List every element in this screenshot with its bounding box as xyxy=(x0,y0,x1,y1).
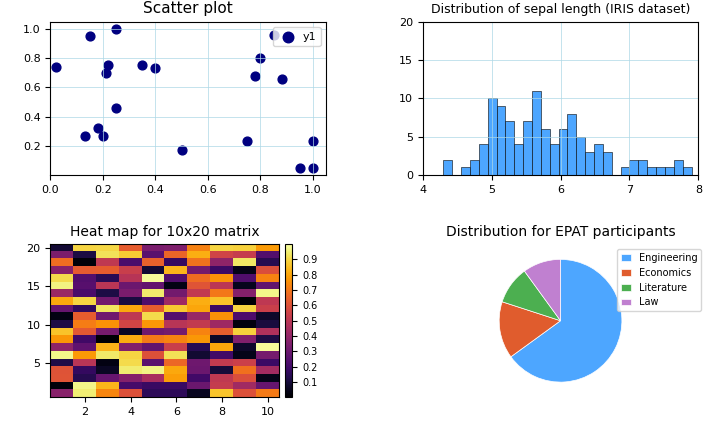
Bar xyxy=(639,160,647,175)
y1 xyxy=(78,132,90,139)
y1 xyxy=(249,72,261,79)
Bar xyxy=(541,129,549,175)
Title: Distribution of sepal length (IRIS dataset): Distribution of sepal length (IRIS datas… xyxy=(431,3,690,16)
Bar xyxy=(674,160,683,175)
Wedge shape xyxy=(511,259,622,382)
Bar xyxy=(647,167,656,175)
Wedge shape xyxy=(499,302,561,357)
Bar xyxy=(603,152,612,175)
y1 xyxy=(307,164,319,171)
y1 xyxy=(97,132,109,139)
y1 xyxy=(50,64,61,70)
Bar xyxy=(523,121,532,175)
Bar xyxy=(461,167,470,175)
Bar xyxy=(621,167,629,175)
Title: Distribution for EPAT participants: Distribution for EPAT participants xyxy=(446,225,675,239)
y1 xyxy=(294,164,306,171)
y1 xyxy=(242,138,253,145)
y1 xyxy=(255,55,266,62)
Bar xyxy=(559,129,567,175)
y1 xyxy=(276,75,287,82)
Bar xyxy=(532,91,541,175)
y1 xyxy=(150,65,161,72)
Bar xyxy=(444,160,452,175)
Legend: Engineering, Economics, Literature, Law: Engineering, Economics, Literature, Law xyxy=(618,249,701,311)
Bar xyxy=(487,98,497,175)
y1 xyxy=(307,138,319,145)
Bar xyxy=(470,160,479,175)
Title: Scatter plot: Scatter plot xyxy=(143,1,233,16)
y1 xyxy=(92,125,104,132)
Bar xyxy=(514,144,523,175)
Title: Heat map for 10x20 matrix: Heat map for 10x20 matrix xyxy=(70,225,260,239)
Bar xyxy=(567,114,576,175)
Bar xyxy=(665,167,674,175)
Bar xyxy=(505,121,514,175)
y1 xyxy=(137,62,148,69)
y1 xyxy=(100,69,112,76)
Wedge shape xyxy=(524,259,561,321)
Bar xyxy=(479,144,487,175)
y1 xyxy=(110,105,122,111)
y1 xyxy=(176,147,187,154)
Bar xyxy=(683,167,691,175)
Bar xyxy=(629,160,639,175)
Bar xyxy=(497,106,505,175)
y1 xyxy=(110,25,122,32)
Legend: y1: y1 xyxy=(272,27,320,46)
Bar xyxy=(594,144,603,175)
Bar xyxy=(585,152,594,175)
y1 xyxy=(84,33,96,40)
Bar xyxy=(576,137,585,175)
Bar xyxy=(656,167,665,175)
Bar xyxy=(549,144,559,175)
y1 xyxy=(102,62,114,69)
y1 xyxy=(268,31,279,38)
Wedge shape xyxy=(502,271,561,321)
